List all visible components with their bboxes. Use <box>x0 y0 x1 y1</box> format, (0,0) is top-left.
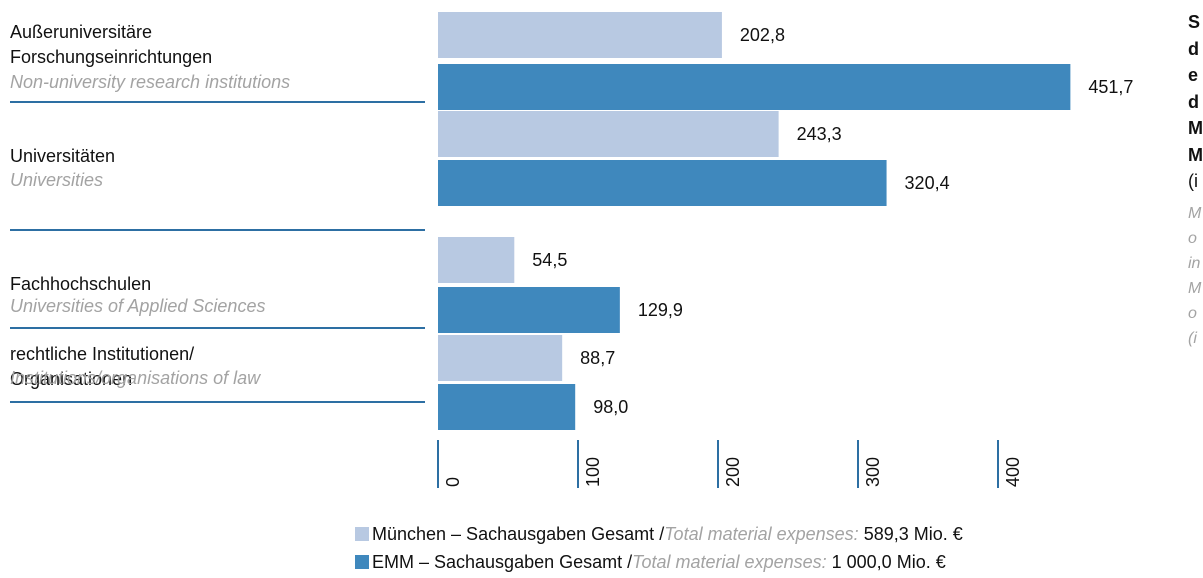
bar <box>438 237 515 283</box>
legend-swatch <box>355 555 369 569</box>
legend-translation: Total material expenses: <box>664 524 859 544</box>
legend-separator: / <box>659 524 665 544</box>
side-subtitle: M <box>1188 280 1202 297</box>
legend-translation: Total material expenses: <box>632 552 827 572</box>
bar <box>438 64 1071 110</box>
value-label: 202,8 <box>740 25 785 45</box>
bar <box>438 160 887 206</box>
bar <box>438 111 779 157</box>
bar <box>438 335 563 381</box>
side-subtitle: (i <box>1188 330 1197 347</box>
x-tick-label: 200 <box>723 457 743 487</box>
legend-separator: / <box>627 552 633 572</box>
side-title: e <box>1188 65 1199 85</box>
value-label: 243,3 <box>797 124 842 144</box>
value-label: 98,0 <box>593 397 628 417</box>
bar <box>438 384 576 430</box>
value-label: 129,9 <box>638 300 683 320</box>
side-subtitle: o <box>1188 305 1197 322</box>
side-title: M <box>1188 118 1203 138</box>
x-tick-label: 0 <box>443 477 463 487</box>
category-translation: Universities of Applied Sciences <box>10 296 266 316</box>
value-label: 320,4 <box>905 173 950 193</box>
x-tick-label: 300 <box>863 457 883 487</box>
value-label: 54,5 <box>532 250 567 270</box>
category-label: Außeruniversitäre Forschungseinrichtunge… <box>10 22 213 67</box>
side-title-unit: (i <box>1188 171 1198 191</box>
side-subtitle: o <box>1188 230 1197 247</box>
category-translation: Non-university research institutions <box>10 72 291 92</box>
category-label: rechtliche Institutionen/ Organisationen <box>10 344 195 389</box>
side-title: M <box>1188 144 1203 165</box>
bar <box>438 287 620 333</box>
side-title: d <box>1188 38 1199 59</box>
bar <box>438 12 722 58</box>
legend-entry: München – Sachausgaben Gesamt /Total mat… <box>355 524 963 545</box>
category-label: Fachhochschulen <box>10 274 152 294</box>
x-tick-label: 400 <box>1003 457 1023 487</box>
value-label: 88,7 <box>580 348 615 368</box>
side-title: S <box>1188 12 1201 32</box>
legend-entry: EMM – Sachausgaben Gesamt /Total materia… <box>355 552 946 573</box>
legend-total: 1 000,0 Mio. € <box>831 552 946 572</box>
category-label: Universitäten <box>10 146 116 166</box>
category-translation: Universities <box>10 170 104 190</box>
side-subtitle: M <box>1188 205 1202 222</box>
legend-swatch <box>355 527 369 541</box>
side-title: d <box>1188 91 1199 112</box>
legend-total: 589,3 Mio. € <box>863 524 963 544</box>
side-subtitle: in <box>1188 255 1201 272</box>
legend-label: München – Sachausgaben Gesamt <box>372 524 655 544</box>
x-tick-label: 100 <box>583 457 603 487</box>
category-translation: Institutions/organisations of law <box>10 368 261 388</box>
value-label: 451,7 <box>1088 77 1133 97</box>
legend-label: EMM – Sachausgaben Gesamt <box>372 552 623 572</box>
